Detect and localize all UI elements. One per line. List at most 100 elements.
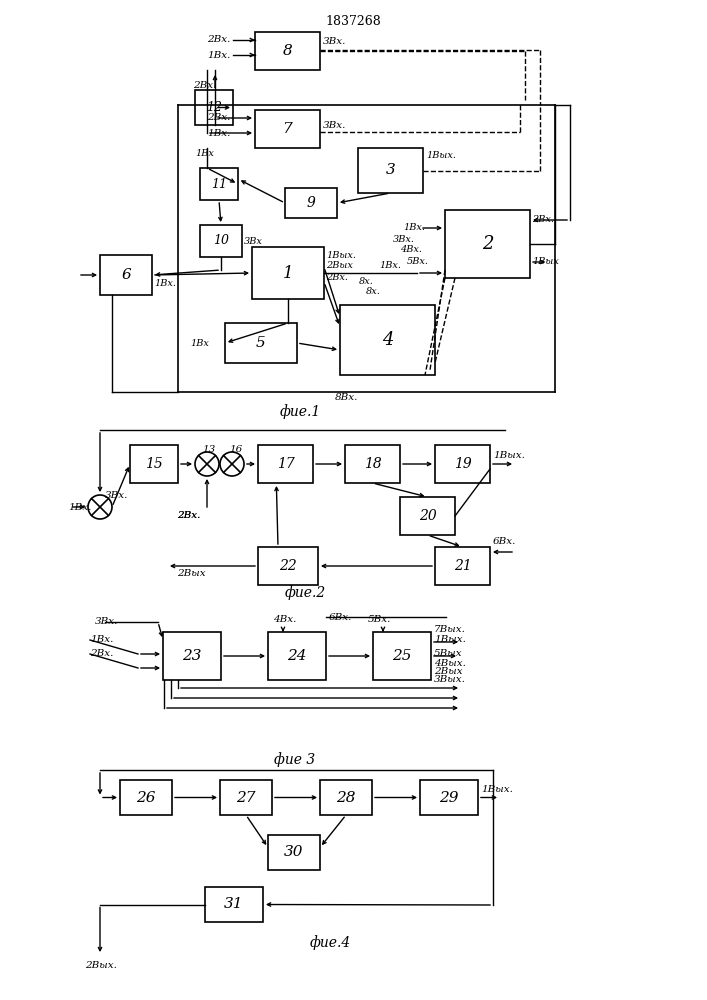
Bar: [258, 445, 313, 483]
Text: 2Вх.: 2Вх.: [177, 510, 200, 520]
Bar: [200, 225, 242, 257]
Bar: [400, 497, 455, 535]
Text: 2Вх.: 2Вх.: [532, 216, 554, 225]
Text: 8Вх.: 8Вх.: [335, 392, 358, 401]
Text: 3Вх: 3Вх: [244, 236, 263, 245]
Text: 27: 27: [236, 790, 256, 804]
Bar: [285, 188, 337, 218]
Text: 31: 31: [224, 898, 244, 912]
Text: 3Вых.: 3Вых.: [434, 676, 466, 684]
Text: 4: 4: [382, 331, 393, 349]
Text: 21: 21: [454, 559, 472, 573]
Text: 5: 5: [256, 336, 266, 350]
Text: 23: 23: [182, 649, 201, 663]
Bar: [373, 632, 431, 680]
Text: 7: 7: [283, 122, 293, 136]
Text: 30: 30: [284, 846, 304, 859]
Bar: [130, 445, 178, 483]
Text: 19: 19: [454, 457, 472, 471]
Text: 2Вх.: 2Вх.: [90, 650, 113, 658]
Bar: [258, 547, 318, 585]
Text: 4Вх.: 4Вх.: [273, 615, 296, 624]
Text: 3Вх.: 3Вх.: [323, 121, 346, 130]
Text: 7Вых.: 7Вых.: [434, 626, 466, 635]
Text: 1: 1: [283, 264, 293, 282]
Text: 5Вх.: 5Вх.: [407, 257, 429, 266]
Circle shape: [195, 452, 219, 476]
Text: 9: 9: [307, 196, 315, 210]
Text: 4Вх.: 4Вх.: [400, 245, 422, 254]
Bar: [435, 445, 490, 483]
Text: 2Вх.: 2Вх.: [326, 272, 348, 282]
Bar: [445, 210, 530, 278]
Text: 1Вых.: 1Вых.: [481, 786, 513, 794]
Text: 1Вх: 1Вх: [190, 338, 209, 348]
Text: 2: 2: [481, 235, 493, 253]
Text: 13: 13: [202, 444, 215, 454]
Bar: [120, 780, 172, 815]
Bar: [320, 780, 372, 815]
Text: 22: 22: [279, 559, 297, 573]
Text: 3Вх.: 3Вх.: [95, 617, 118, 626]
Text: 1Вых.: 1Вых.: [326, 250, 356, 259]
Text: 1Вх: 1Вх: [195, 148, 214, 157]
Text: 11: 11: [211, 178, 227, 190]
Text: 3Вх.: 3Вх.: [393, 235, 415, 244]
Text: фие.1: фие.1: [279, 405, 321, 419]
Text: 2Вх.: 2Вх.: [207, 35, 230, 44]
Text: 5Вх.: 5Вх.: [368, 615, 392, 624]
Bar: [345, 445, 400, 483]
Text: 1Вх.: 1Вх.: [207, 50, 230, 60]
Text: 16: 16: [229, 444, 243, 454]
Text: 2Вых: 2Вых: [177, 570, 206, 578]
Text: 1Вх.: 1Вх.: [403, 224, 425, 232]
Text: 1Вх.: 1Вх.: [90, 636, 113, 645]
Bar: [205, 887, 263, 922]
Text: 2Вых: 2Вых: [326, 261, 353, 270]
Text: 4Вых.: 4Вых.: [434, 658, 466, 668]
Text: 2Вх.: 2Вх.: [177, 510, 200, 520]
Text: 8х.: 8х.: [366, 286, 381, 296]
Text: 3: 3: [385, 163, 395, 178]
Bar: [255, 110, 320, 148]
Text: 24: 24: [287, 649, 307, 663]
Text: 2Вх.: 2Вх.: [207, 113, 230, 122]
Text: 1837268: 1837268: [325, 15, 381, 28]
Bar: [268, 835, 320, 870]
Text: 1Вх.: 1Вх.: [68, 502, 91, 512]
Bar: [163, 632, 221, 680]
Text: 8х.: 8х.: [359, 277, 374, 286]
Text: 25: 25: [392, 649, 411, 663]
Bar: [225, 323, 297, 363]
Text: 17: 17: [276, 457, 294, 471]
Text: 1Вых: 1Вых: [532, 257, 559, 266]
Bar: [340, 305, 435, 375]
Text: 26: 26: [136, 790, 156, 804]
Bar: [435, 547, 490, 585]
Bar: [420, 780, 478, 815]
Text: 12: 12: [206, 101, 222, 114]
Text: 6Вх.: 6Вх.: [493, 538, 516, 546]
Text: 6Вх.: 6Вх.: [329, 612, 352, 621]
Text: 2Вых.: 2Вых.: [85, 960, 117, 970]
Text: 1Вх.: 1Вх.: [154, 278, 176, 288]
Text: 2Вых: 2Вых: [434, 668, 462, 676]
Circle shape: [88, 495, 112, 519]
Bar: [200, 168, 238, 200]
Text: 20: 20: [419, 509, 436, 523]
Bar: [358, 148, 423, 193]
Circle shape: [220, 452, 244, 476]
Bar: [255, 32, 320, 70]
Text: 2Вх.: 2Вх.: [193, 81, 216, 90]
Text: 8: 8: [283, 44, 293, 58]
Text: 29: 29: [439, 790, 459, 804]
Text: 10: 10: [213, 234, 229, 247]
Text: 3Вх.: 3Вх.: [323, 37, 346, 46]
Text: 3Вх.: 3Вх.: [105, 490, 129, 499]
Text: 1Вых.: 1Вых.: [434, 636, 466, 645]
Text: 1Вых.: 1Вых.: [493, 450, 525, 460]
Text: 1Вх.: 1Вх.: [207, 128, 230, 137]
Bar: [220, 780, 272, 815]
Text: 1Вх.: 1Вх.: [379, 260, 401, 269]
Bar: [195, 90, 233, 125]
